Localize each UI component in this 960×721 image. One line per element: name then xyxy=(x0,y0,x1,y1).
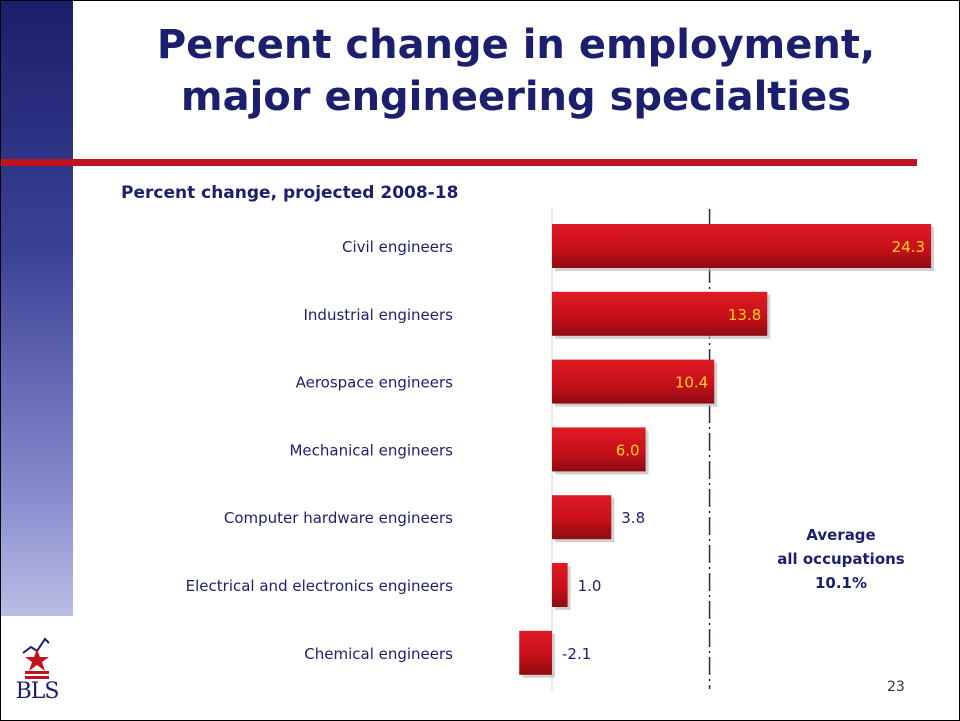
bar xyxy=(519,630,552,675)
star-flag-icon xyxy=(22,637,50,679)
data-label: 3.8 xyxy=(621,509,645,527)
chart-subtitle: Percent change, projected 2008-18 xyxy=(121,183,459,203)
slide-title-line-2: major engineering specialties xyxy=(180,74,852,120)
data-label: 10.4 xyxy=(675,374,708,392)
data-label: 13.8 xyxy=(728,306,761,324)
logo-text: BLS xyxy=(15,679,60,704)
data-label: 24.3 xyxy=(892,238,925,256)
category-label: Electrical and electronics engineers xyxy=(186,577,454,595)
bls-logo: BLS xyxy=(9,635,65,711)
bar xyxy=(552,427,646,472)
side-band-logo-area xyxy=(1,616,73,720)
bar xyxy=(552,359,715,404)
category-label: Mechanical engineers xyxy=(289,441,453,459)
side-band xyxy=(1,1,73,720)
slide-title-line-1: Percent change in employment, xyxy=(156,22,876,68)
category-label: Industrial engineers xyxy=(304,306,454,324)
data-label: 6.0 xyxy=(616,441,640,459)
bar xyxy=(552,224,932,268)
page-number: 23 xyxy=(887,679,905,695)
average-annotation-line-1: Average xyxy=(806,526,876,544)
category-label: Aerospace engineers xyxy=(296,374,454,392)
category-label: Computer hardware engineers xyxy=(224,509,453,527)
data-label: -2.1 xyxy=(562,645,591,663)
bar xyxy=(552,495,612,540)
bar xyxy=(552,291,768,336)
average-annotation: Average all occupations 10.1% xyxy=(761,523,921,595)
category-label: Civil engineers xyxy=(342,238,453,256)
category-label: Chemical engineers xyxy=(304,645,453,663)
data-label: 1.0 xyxy=(578,577,602,595)
slide-title: Percent change in employment, major engi… xyxy=(101,19,931,123)
average-annotation-line-3: 10.1% xyxy=(814,574,868,592)
bar xyxy=(552,563,568,607)
title-divider xyxy=(1,159,917,166)
average-annotation-line-2: all occupations xyxy=(777,550,905,568)
